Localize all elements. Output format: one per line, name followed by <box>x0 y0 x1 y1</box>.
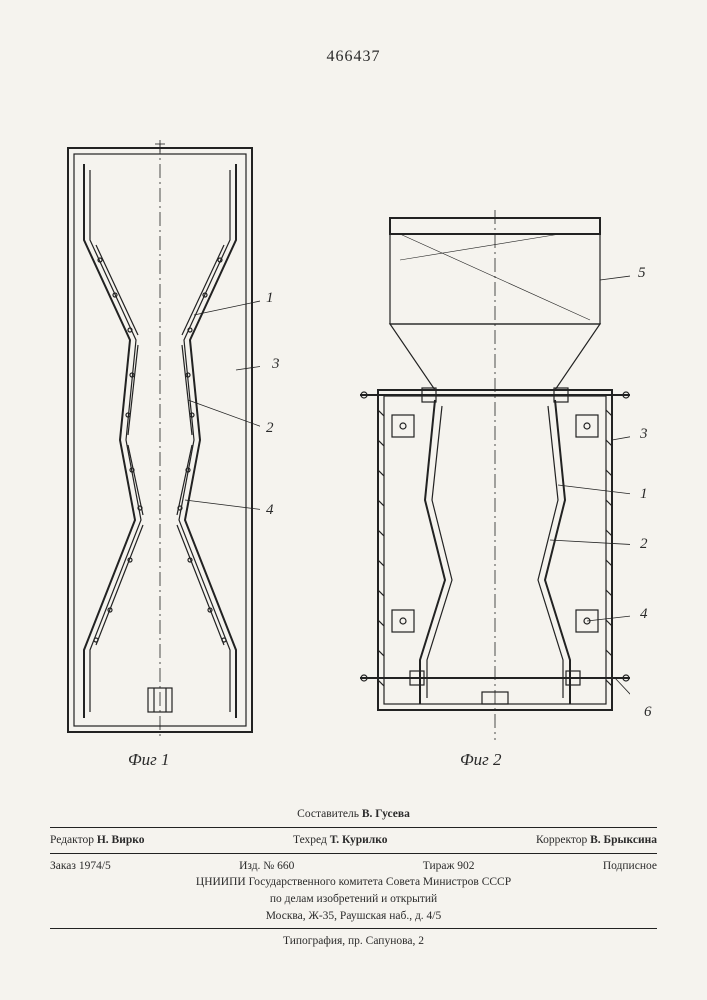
org-line-2: по делам изобретений и открытий <box>50 891 657 908</box>
fig2-callout-3: 3 <box>640 426 648 443</box>
fig2-callout-1: 1 <box>640 486 648 503</box>
org-address: Москва, Ж-35, Раушская наб., д. 4/5 <box>50 908 657 925</box>
edition-label: Изд. № <box>239 860 274 872</box>
fig2-callout-6: 6 <box>644 704 652 721</box>
order-number: 1974/5 <box>79 860 111 872</box>
figure-1: 1 2 3 4 <box>60 140 260 740</box>
fig1-callout-2: 2 <box>266 420 274 437</box>
corrector-label: Корректор <box>536 834 587 846</box>
figure-2-svg <box>360 210 630 740</box>
compiler-name: В. Гусева <box>362 808 410 820</box>
printer-line: Типография, пр. Сапунова, 2 <box>50 933 657 950</box>
edition-number: 660 <box>277 860 294 872</box>
editor-name: Н. Вирко <box>97 834 145 846</box>
fig1-callout-3: 3 <box>272 356 280 373</box>
figure-2-caption: Фиг 2 <box>460 750 502 770</box>
document-number: 466437 <box>327 48 381 66</box>
figures-container: 1 2 3 4 Фиг 1 <box>60 140 650 780</box>
fig2-callout-5: 5 <box>638 265 646 282</box>
printrun-number: 902 <box>457 860 474 872</box>
fig1-callout-1: 1 <box>266 290 274 307</box>
org-line-1: ЦНИИПИ Государственного комитета Совета … <box>50 874 657 891</box>
compiler-label: Составитель <box>297 808 359 820</box>
fig2-callout-4: 4 <box>640 606 648 623</box>
printrun-label: Тираж <box>423 860 455 872</box>
figure-1-svg <box>60 140 260 740</box>
techred-label: Техред <box>293 834 327 846</box>
footer-block: Составитель В. Гусева Редактор Н. Вирко … <box>50 806 657 950</box>
figure-1-caption: Фиг 1 <box>128 750 170 770</box>
editor-label: Редактор <box>50 834 94 846</box>
fig2-callout-2: 2 <box>640 536 648 553</box>
figure-2: 5 3 1 2 4 6 <box>360 210 630 740</box>
subscription-label: Подписное <box>603 858 657 875</box>
techred-name: Т. Курилко <box>330 834 388 846</box>
corrector-name: В. Брыксина <box>590 834 657 846</box>
order-label: Заказ <box>50 860 76 872</box>
fig1-callout-4: 4 <box>266 502 274 519</box>
